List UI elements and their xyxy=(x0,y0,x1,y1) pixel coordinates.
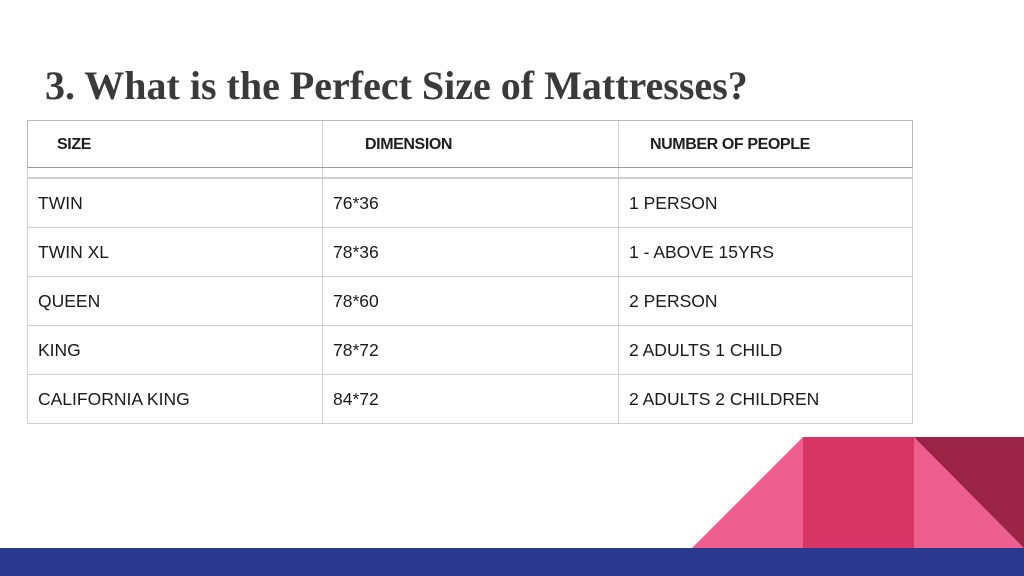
cell-people: 2 ADULTS 1 CHILD xyxy=(618,325,913,375)
table-spacer-row xyxy=(27,168,913,178)
cell-people: 2 PERSON xyxy=(618,276,913,326)
table-row: KING 78*72 2 ADULTS 1 CHILD xyxy=(27,325,913,375)
cell-dimension: 78*36 xyxy=(322,227,619,277)
cell-dimension: 84*72 xyxy=(322,374,619,424)
cell-people: 1 PERSON xyxy=(618,178,913,228)
cell-dimension: 78*60 xyxy=(322,276,619,326)
cell-size: KING xyxy=(27,325,323,375)
cell-size: CALIFORNIA KING xyxy=(27,374,323,424)
table-row: TWIN XL 78*36 1 - ABOVE 15YRS xyxy=(27,227,913,277)
cell-dimension: 78*72 xyxy=(322,325,619,375)
pink-square-middle xyxy=(803,437,914,548)
slide-title: 3. What is the Perfect Size of Mattresse… xyxy=(45,63,748,108)
pink-triangle-left xyxy=(692,437,803,548)
footer-bar xyxy=(0,548,1024,576)
cell-size: TWIN xyxy=(27,178,323,228)
table-header-row: SIZE DIMENSION NUMBER OF PEOPLE xyxy=(27,120,913,168)
cell-people: 1 - ABOVE 15YRS xyxy=(618,227,913,277)
header-size: SIZE xyxy=(28,121,323,167)
pink-triangle-right xyxy=(914,437,1024,548)
cell-size: TWIN XL xyxy=(27,227,323,277)
maroon-square-right xyxy=(914,437,1024,548)
table-body: TWIN 76*36 1 PERSON TWIN XL 78*36 1 - AB… xyxy=(27,178,913,424)
table-row: CALIFORNIA KING 84*72 2 ADULTS 2 CHILDRE… xyxy=(27,374,913,424)
cell-dimension: 76*36 xyxy=(322,178,619,228)
spacer-cell xyxy=(323,168,619,177)
cell-size: QUEEN xyxy=(27,276,323,326)
header-dimension: DIMENSION xyxy=(323,121,619,167)
table-row: QUEEN 78*60 2 PERSON xyxy=(27,276,913,326)
spacer-cell xyxy=(28,168,323,177)
mattress-size-table: SIZE DIMENSION NUMBER OF PEOPLE TWIN 76*… xyxy=(27,120,913,424)
header-number-of-people: NUMBER OF PEOPLE xyxy=(650,136,810,153)
cell-people: 2 ADULTS 2 CHILDREN xyxy=(618,374,913,424)
table-row: TWIN 76*36 1 PERSON xyxy=(27,178,913,228)
